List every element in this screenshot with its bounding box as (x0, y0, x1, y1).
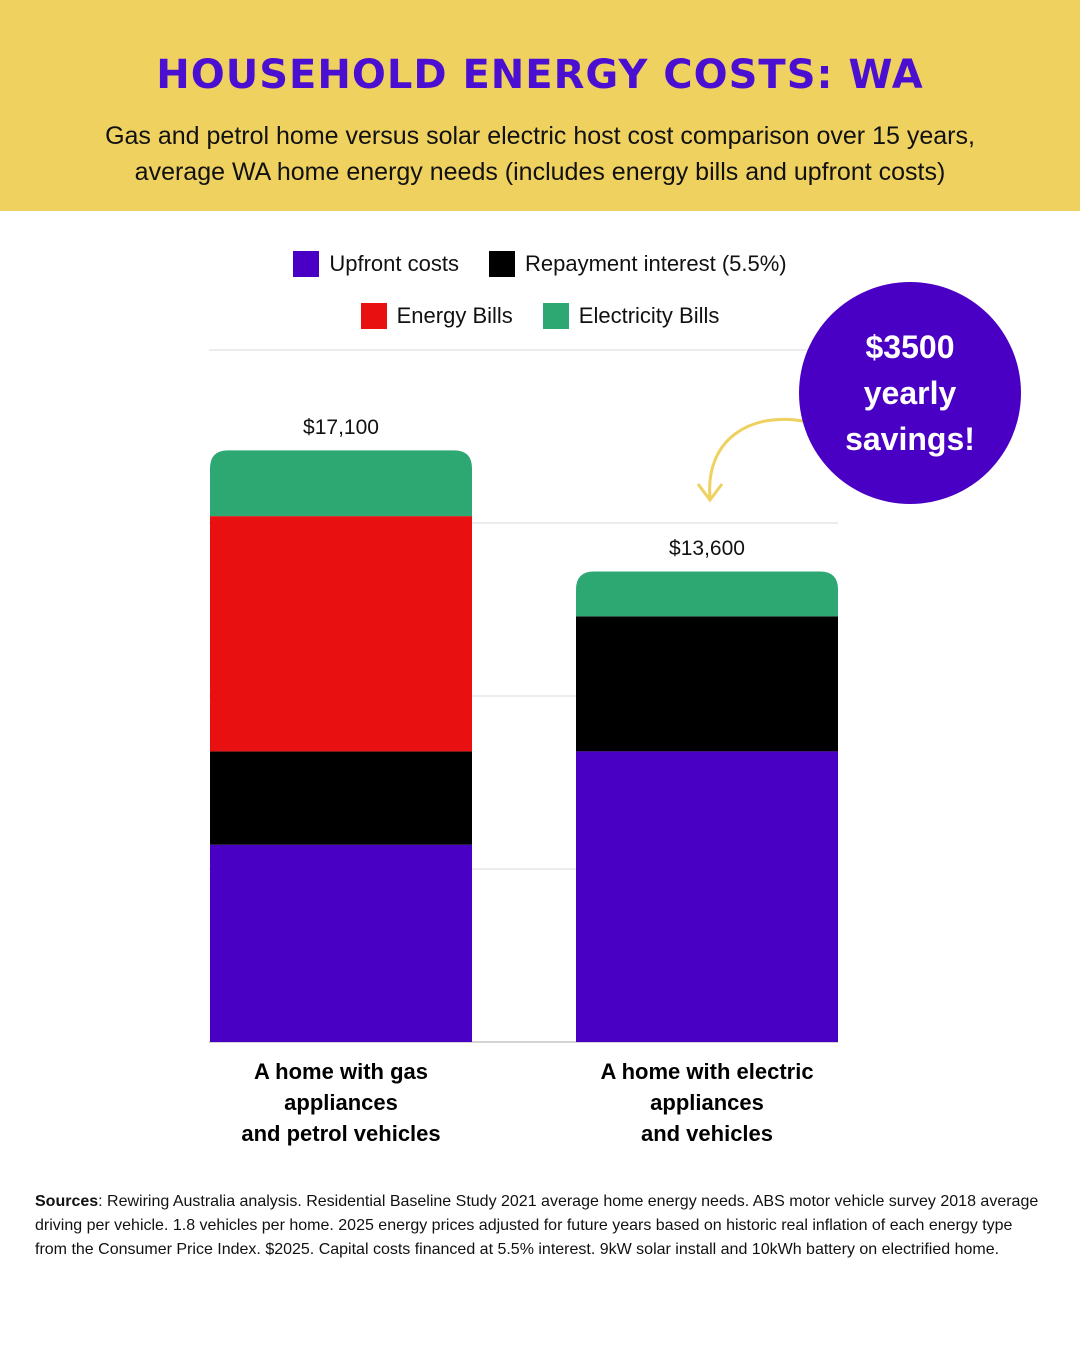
legend-row: Upfront costs Repayment interest (5.5%) (0, 251, 1080, 277)
x-tick-label: A home with gas appliances and petrol ve… (241, 1059, 441, 1146)
legend-item: Upfront costs (293, 251, 459, 277)
legend-swatch (542, 303, 569, 329)
legend-row: Energy Bills Electricity Bills (0, 303, 1080, 329)
arrow-head (696, 483, 724, 503)
legend-label: Upfront costs (329, 251, 459, 276)
bar-segment (210, 751, 472, 845)
sources: Sources: Rewiring Australia analysis. Re… (35, 1190, 1045, 1262)
arrow (708, 417, 809, 499)
legend-swatch (293, 251, 320, 277)
legend-label: Repayment interest (5.5%) (524, 251, 787, 276)
x-tick-label: A home with electric appliances and vehi… (600, 1059, 814, 1146)
legend-swatch (360, 303, 387, 329)
subtitle: Gas and petrol home versus solar electri… (105, 122, 975, 186)
bar-segment (576, 751, 838, 1042)
sources-label: Sources (35, 1193, 99, 1210)
annotation: $3500 yearly savings! (799, 282, 1021, 504)
legend-item: Energy Bills (360, 303, 513, 329)
sources-text: : Rewiring Australia analysis. Residenti… (35, 1193, 1039, 1258)
total-label: $13,600 (669, 537, 745, 561)
bar-segment (210, 450, 472, 517)
legend-label: Electricity Bills (578, 303, 720, 328)
bar-segment (576, 616, 838, 752)
legend-item: Repayment interest (5.5%) (488, 251, 787, 277)
legend-label: Energy Bills (396, 303, 513, 328)
bar-segment (576, 571, 838, 617)
bar-segment (210, 516, 472, 752)
header: HOUSEHOLD ENERGY COSTS: WA Gas and petro… (0, 0, 1080, 211)
total-label: $17,100 (303, 416, 379, 440)
legend-item: Electricity Bills (542, 303, 720, 329)
title: HOUSEHOLD ENERGY COSTS: WA (156, 52, 924, 98)
bar-segment (210, 844, 472, 1042)
legend-swatch (488, 251, 515, 277)
